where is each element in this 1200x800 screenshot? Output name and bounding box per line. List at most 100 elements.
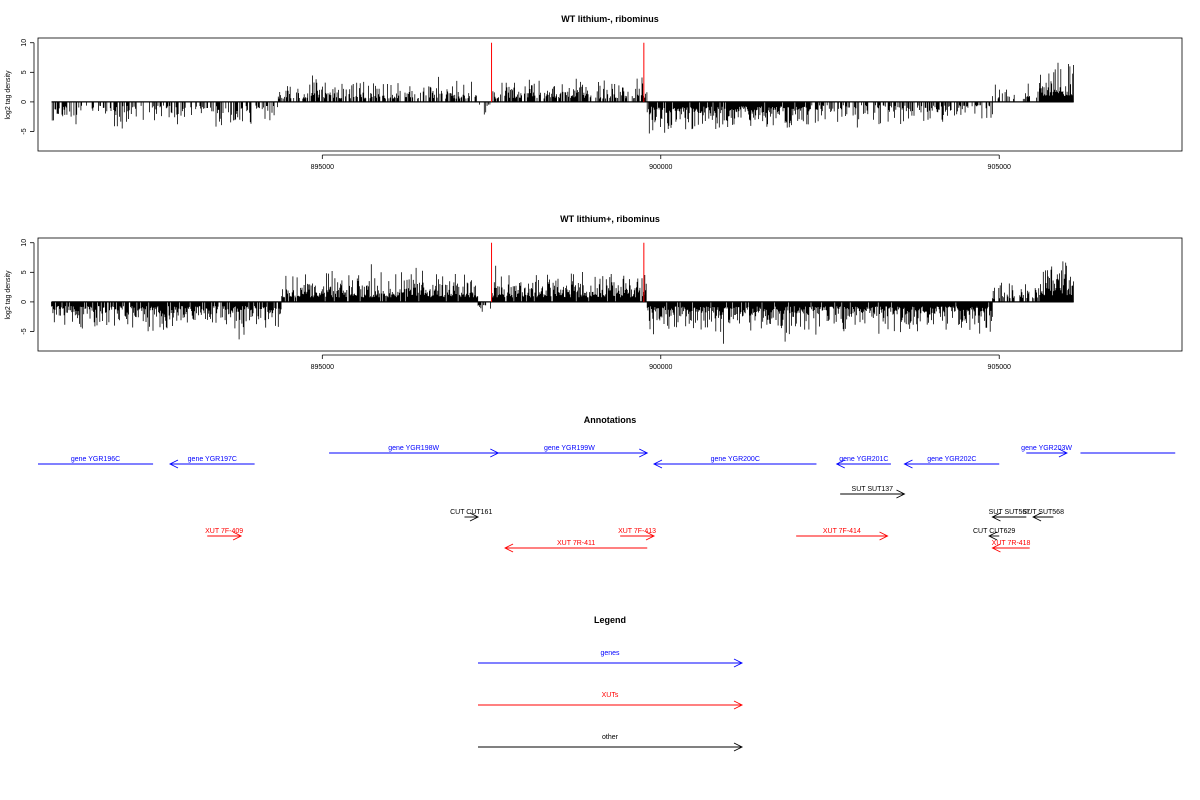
- feature-xut: XUT 7F-409: [205, 528, 243, 541]
- arrow-head-right: [469, 512, 480, 522]
- feature-label: XUT 7F-413: [618, 528, 656, 535]
- y-tick-label: 5: [21, 70, 28, 74]
- y-tick-label: -5: [21, 128, 28, 134]
- feature-label: SUT SUT568: [1022, 509, 1064, 516]
- feature-gene: gene YGR203W: [1021, 445, 1072, 458]
- y-axis-label: log2 tag density: [5, 270, 12, 320]
- legend-label: XUTs: [602, 692, 619, 699]
- feature-label: gene YGR199W: [544, 445, 595, 452]
- y-tick-label: -5: [21, 328, 28, 334]
- feature-label: SUT SUT567: [989, 509, 1031, 516]
- density-bar-set: [51, 261, 1074, 344]
- legend-item-other: other: [478, 734, 744, 752]
- density-bars: [51, 62, 1074, 134]
- y-tick-label: 5: [21, 270, 28, 274]
- annotations-title: Annotations: [584, 415, 637, 425]
- arrow-head-left: [988, 531, 998, 541]
- feature-label: XUT 7F-414: [823, 528, 861, 535]
- feature-gene: gene YGR198W: [329, 445, 500, 458]
- feature-label: gene YGR198W: [388, 445, 439, 452]
- x-tick-label: 900000: [649, 364, 672, 371]
- x-axis: 895000 900000 905000: [311, 154, 1011, 171]
- y-axis: -5 0 5 10: [21, 39, 35, 135]
- feature-label: gene YGR196C: [71, 456, 120, 463]
- feature-xut: XUT 7F-414: [796, 528, 889, 541]
- feature-list: gene YGR196C gene YGR197C gene YGR198W gene…: [38, 445, 1176, 553]
- density-bars: [51, 261, 1074, 344]
- feature-gene: gene YGR197C: [168, 456, 255, 469]
- arrow-head-right: [733, 700, 744, 710]
- legend-label: other: [602, 734, 619, 741]
- arrow-head-right: [879, 531, 889, 541]
- feature-label: SUT SUT137: [852, 486, 894, 493]
- track-panel-lithium-plus: WT lithium+, ribominus log2 tag density …: [5, 214, 1183, 371]
- highlight-lines: [491, 42, 645, 102]
- y-axis: -5 0 5 10: [21, 239, 35, 335]
- x-axis: 895000 900000 905000: [311, 354, 1011, 371]
- y-tick-label: 10: [21, 239, 28, 247]
- feature-label: CUT CUT161: [450, 509, 492, 516]
- feature-label: gene YGR202C: [927, 456, 976, 463]
- arrow-head-left: [991, 543, 1001, 553]
- feature-gene: gene YGR201C: [835, 456, 891, 469]
- arrow-head-right: [896, 489, 906, 499]
- panel-title: WT lithium-, ribominus: [561, 14, 659, 24]
- arrow-head-right: [639, 448, 649, 458]
- feature-label: XUT 7F-409: [205, 528, 243, 535]
- x-tick-label: 900000: [649, 164, 672, 171]
- panel-title: WT lithium+, ribominus: [560, 214, 660, 224]
- feature-label: gene YGR201C: [839, 456, 888, 463]
- x-tick-label: 905000: [988, 164, 1011, 171]
- feature-label: XUT 7R-411: [557, 540, 595, 547]
- arrow-head-left: [1032, 512, 1042, 522]
- x-tick-label: 905000: [988, 364, 1011, 371]
- feature-label: XUT 7R-418: [992, 540, 1031, 547]
- feature-gene: gene YGR202C: [903, 456, 1000, 469]
- legend-label: genes: [600, 650, 620, 657]
- arrow-head-right: [733, 658, 744, 668]
- feature-xut: XUT 7R-418: [991, 540, 1031, 553]
- arrow-head-left: [835, 459, 845, 469]
- feature-gene: gene YGR196C: [38, 456, 154, 465]
- plot-frame: [37, 237, 1183, 352]
- plot-frame: [37, 37, 1183, 152]
- y-axis-label: log2 tag density: [5, 70, 12, 120]
- y-tick-label: 0: [21, 100, 28, 104]
- feature-other: CUT CUT629: [973, 528, 1015, 541]
- feature-other: CUT CUT161: [450, 509, 492, 522]
- feature-label: gene YGR203W: [1021, 445, 1072, 452]
- feature-other: SUT SUT567: [989, 509, 1031, 522]
- feature-xut: XUT 7F-413: [618, 528, 656, 541]
- feature-other: SUT SUT568: [1022, 509, 1064, 522]
- arrow-head-left: [504, 543, 514, 553]
- feature-label: CUT CUT629: [973, 528, 1015, 535]
- density-bar-set: [51, 62, 1074, 134]
- arrow-head-left: [903, 459, 913, 469]
- x-tick-label: 895000: [311, 164, 334, 171]
- feature-label: gene YGR197C: [188, 456, 237, 463]
- legend-item-xuts: XUTs: [478, 692, 744, 710]
- y-tick-label: 10: [21, 39, 28, 47]
- feature-other: SUT SUT137: [840, 486, 906, 499]
- arrow-head-left: [168, 459, 179, 469]
- legend: Legend genes XUTs other: [478, 615, 744, 752]
- arrow-head-right: [733, 742, 744, 752]
- arrow-head-left: [652, 459, 663, 469]
- y-tick-label: 0: [21, 300, 28, 304]
- arrow-head-right: [232, 531, 243, 541]
- legend-item-genes: genes: [478, 650, 744, 668]
- legend-items: genes XUTs other: [478, 650, 744, 752]
- annotations-track: Annotations gene YGR196C gene YGR197Cgene…: [38, 415, 1176, 553]
- feature-xut: XUT 7R-411: [504, 540, 648, 553]
- feature-gene: gene YGR200C: [652, 456, 817, 469]
- arrow-head-right: [645, 531, 656, 541]
- arrow-head-right: [1058, 448, 1068, 458]
- feature-label: gene YGR200C: [711, 456, 760, 463]
- feature-gene: gene YGR199W: [491, 445, 649, 458]
- highlight-lines: [491, 242, 645, 302]
- track-panel-lithium-minus: WT lithium-, ribominus log2 tag density …: [5, 14, 1183, 171]
- legend-title: Legend: [594, 615, 626, 625]
- arrow-head-left: [991, 512, 1001, 522]
- x-tick-label: 895000: [311, 364, 334, 371]
